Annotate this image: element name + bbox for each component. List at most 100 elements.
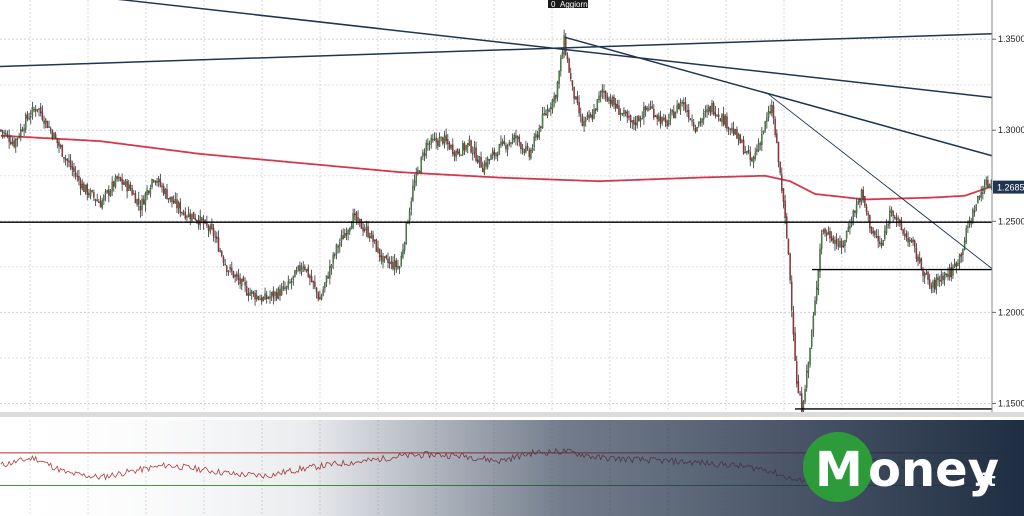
candle-body (450, 144, 452, 149)
candle-body (518, 136, 520, 143)
candle-body (418, 171, 421, 173)
candle-body (752, 156, 755, 163)
candle (405, 221, 408, 245)
candle (636, 115, 638, 129)
candle-body (596, 99, 599, 110)
candle (395, 257, 398, 273)
candle (217, 230, 220, 253)
candle (746, 150, 748, 156)
candle-body (644, 106, 647, 111)
candle (299, 261, 301, 275)
last-price-tag: 1.2685 (993, 180, 1024, 194)
candle-body (344, 233, 346, 238)
candle-body (523, 149, 525, 153)
candle-body (983, 186, 986, 193)
candle (269, 290, 271, 304)
candle (324, 282, 326, 293)
candle-body (837, 244, 840, 247)
candle (741, 138, 743, 144)
candle (144, 191, 147, 212)
candle-body (6, 134, 9, 136)
candle-body (659, 116, 662, 125)
candle-body (162, 186, 165, 195)
candle-body (192, 211, 195, 219)
candle-body (403, 242, 406, 251)
candle (442, 136, 444, 146)
candle-body (736, 129, 738, 139)
candle-body (330, 264, 333, 269)
candle-body (447, 139, 449, 144)
candle (676, 100, 678, 114)
price-plot-background (0, 0, 992, 412)
candle-body (363, 229, 366, 231)
candle-body (177, 203, 180, 209)
candle-body (299, 265, 301, 271)
candle (159, 173, 162, 188)
candle-body (576, 96, 579, 103)
candle-body (543, 113, 545, 115)
candle (78, 169, 80, 186)
candle (982, 185, 984, 200)
candle (608, 96, 610, 105)
candle-body (405, 222, 408, 244)
candle-body (229, 266, 231, 270)
candle-body (30, 116, 32, 118)
candle (282, 280, 285, 292)
candle-body (113, 181, 115, 187)
candle (561, 49, 564, 59)
candle (41, 105, 44, 122)
candle-body (769, 111, 771, 114)
candle (334, 252, 336, 259)
candle-body (546, 109, 549, 116)
candle (918, 251, 921, 264)
candle (571, 80, 574, 91)
candle-body (237, 275, 240, 280)
candle (779, 161, 781, 176)
candle-body (599, 91, 602, 97)
candle-body (651, 106, 653, 109)
candle-body (297, 265, 299, 270)
candle-body (241, 279, 243, 286)
candle-body (428, 143, 431, 146)
candle-body (653, 109, 655, 118)
candle (226, 265, 228, 276)
trendline (0, 32, 993, 68)
candle-body (860, 190, 863, 202)
candle-body (952, 266, 954, 276)
candle-body (119, 177, 122, 181)
candle (398, 265, 401, 275)
candle (174, 192, 177, 204)
candle-body (307, 267, 309, 277)
candle (365, 220, 368, 237)
candle-body (437, 140, 439, 146)
candle-body (824, 228, 826, 234)
candle-body (279, 289, 281, 296)
candle-body (530, 150, 532, 159)
candle-body (930, 285, 933, 289)
candle (691, 114, 693, 127)
candle (817, 270, 820, 296)
candle-body (528, 149, 530, 157)
candle-body (458, 151, 461, 155)
candle (797, 374, 800, 394)
candle-body (58, 141, 60, 147)
candle (508, 139, 511, 147)
candle (181, 211, 183, 216)
candle-body (548, 110, 550, 112)
candle (387, 252, 389, 269)
candle-body (480, 157, 482, 168)
candle (330, 263, 333, 275)
candle-body (83, 183, 85, 192)
candle-body (892, 210, 894, 217)
candle (382, 252, 384, 269)
candle (912, 236, 914, 246)
candle (583, 116, 585, 132)
candle-body (922, 269, 924, 276)
candle-body (94, 198, 97, 201)
candle-body (138, 198, 140, 205)
candle (603, 84, 605, 100)
candle (347, 228, 349, 241)
candle (458, 148, 461, 157)
candle-body (56, 138, 59, 144)
candle-body (123, 182, 125, 185)
